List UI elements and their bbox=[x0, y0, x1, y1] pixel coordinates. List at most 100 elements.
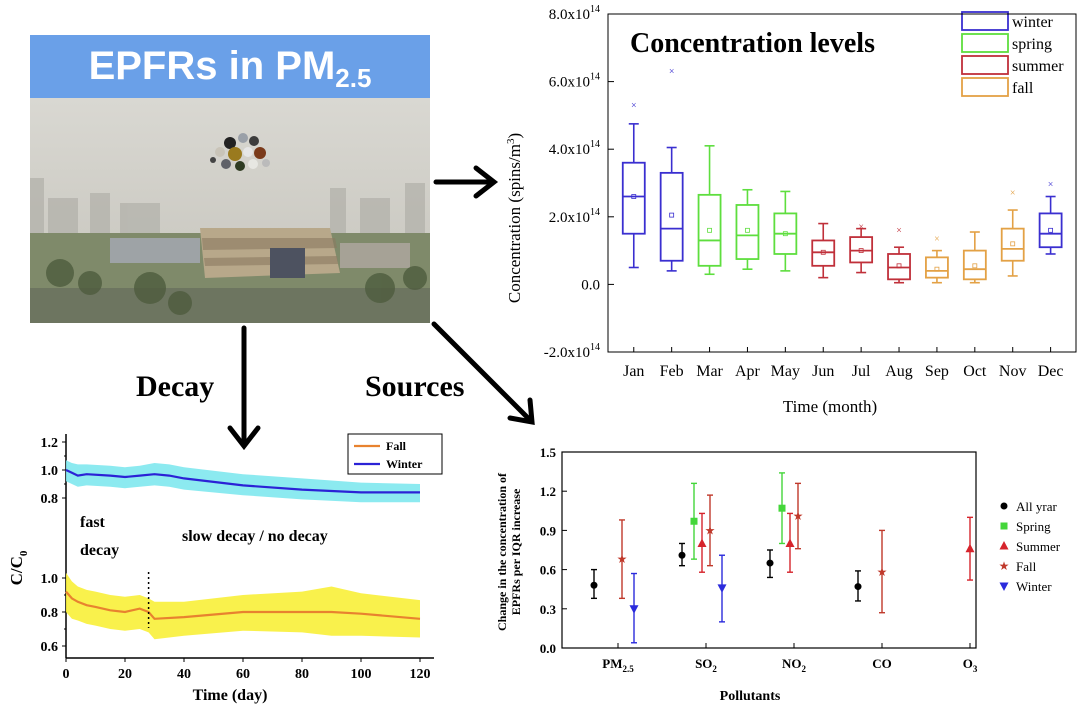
outlier-marker: × bbox=[1010, 188, 1016, 199]
decay-xtick-label: 40 bbox=[177, 667, 191, 682]
box-apr bbox=[735, 188, 760, 270]
legend-label-winter: winter bbox=[1012, 14, 1054, 31]
concentration-ytick-label: 6.0x1014 bbox=[549, 72, 600, 91]
line-fall bbox=[65, 590, 421, 620]
sources-legend-winter: Winter bbox=[999, 579, 1052, 594]
point-spring bbox=[690, 482, 698, 560]
month-label-jun: Jun bbox=[812, 363, 834, 380]
pollutant-label: SO2 bbox=[695, 656, 717, 674]
svg-text:★: ★ bbox=[705, 523, 716, 537]
sources-legend-fall: ★ Fall bbox=[999, 559, 1037, 574]
decay-legend-label-fall: Fall bbox=[386, 439, 407, 453]
decay-label: Decay bbox=[136, 370, 215, 403]
outlier-marker: × bbox=[1048, 180, 1054, 191]
month-label-dec: Dec bbox=[1038, 363, 1064, 380]
concentration-ytick-label: 2.0x1014 bbox=[549, 207, 600, 226]
outlier-marker: × bbox=[669, 66, 675, 77]
outlier-marker: × bbox=[896, 225, 902, 236]
sources-ytick-label: 1.2 bbox=[540, 484, 556, 499]
legend-swatch-winter bbox=[961, 11, 1009, 31]
fast-annotation: fast bbox=[80, 514, 106, 531]
pollutant-label: CO bbox=[872, 656, 892, 671]
month-label-may: May bbox=[771, 363, 800, 380]
point-summer bbox=[697, 512, 707, 573]
decay-xtick-label: 100 bbox=[351, 667, 372, 682]
photo-title: EPFRs in PM2.5 bbox=[30, 35, 430, 98]
legend-label-spring: spring bbox=[1012, 36, 1052, 53]
decay-ytick-top: 1.2 bbox=[41, 436, 59, 451]
box-feb: × bbox=[659, 66, 684, 272]
svg-text:★: ★ bbox=[793, 509, 804, 523]
box-jul: × bbox=[849, 222, 874, 274]
month-label-aug: Aug bbox=[885, 363, 913, 380]
legend-swatch-fall bbox=[961, 77, 1009, 97]
photo-title-sub: 2.5 bbox=[335, 63, 372, 93]
sources-legend-label: Spring bbox=[1016, 519, 1051, 534]
svg-text:★: ★ bbox=[999, 559, 1010, 573]
concentration-ytick-label: -2.0x1014 bbox=[544, 342, 600, 361]
outlier-marker: × bbox=[858, 222, 864, 233]
point-fall: ★ bbox=[793, 482, 804, 550]
decay-ylabel: C/C0 bbox=[7, 550, 30, 585]
decay-ylabel-main: C/C bbox=[7, 556, 26, 585]
concentration-xlabel: Time (month) bbox=[783, 397, 877, 416]
point-all-yrar bbox=[854, 570, 862, 602]
month-label-mar: Mar bbox=[696, 363, 723, 380]
decay-legend-label-winter: Winter bbox=[386, 457, 423, 471]
sources-legend-label: Winter bbox=[1016, 579, 1052, 594]
decay-xtick-label: 80 bbox=[295, 667, 309, 682]
sources-chart: 0.0 0.3 0.6 0.9 1.2 1.5 PM2.5 SO2 NO2 CO O3 ★ ★ ★ ★ All… bbox=[495, 445, 1061, 704]
point-fall: ★ bbox=[877, 529, 888, 614]
decay-ytick-bottom: 0.8 bbox=[41, 606, 59, 621]
sources-ytick-label: 0.6 bbox=[540, 563, 557, 578]
concentration-chart: Concentration levels -2.0x1014 0.0 2.0x101… bbox=[505, 4, 1077, 416]
concentration-ytick-label: 8.0x1014 bbox=[549, 4, 600, 23]
point-all-yrar bbox=[590, 568, 598, 600]
point-winter bbox=[717, 554, 727, 623]
decay-xlabel: Time (day) bbox=[193, 687, 268, 704]
concentration-ylabel-sup: 3 bbox=[505, 138, 517, 144]
point-summer bbox=[785, 512, 795, 573]
month-label-jan: Jan bbox=[623, 363, 644, 380]
sources-ytick-label: 0.0 bbox=[540, 641, 556, 656]
decay-chart: 1.2 1.0 0.8 1.0 0.8 0.6 0 20 40 60 80 100 120 Fall Win… bbox=[7, 433, 443, 704]
legend-swatch-summer bbox=[961, 55, 1009, 75]
svg-text:★: ★ bbox=[617, 552, 628, 566]
month-label-sep: Sep bbox=[925, 363, 949, 380]
sources-legend-summer: Summer bbox=[999, 539, 1061, 554]
legend-label-summer: summer bbox=[1012, 58, 1064, 75]
decay-ytick-bottom: 1.0 bbox=[41, 572, 59, 587]
band-fall bbox=[66, 572, 420, 640]
slow-annotation: slow decay / no decay bbox=[182, 528, 328, 545]
point-summer bbox=[965, 516, 975, 581]
box-nov: × bbox=[1000, 188, 1025, 277]
sources-ylabel-1: Change in the concentration of bbox=[495, 472, 509, 631]
decay-xtick-label: 120 bbox=[410, 667, 431, 682]
sources-legend-label: Summer bbox=[1016, 539, 1061, 554]
decay-ylabel-sub: 0 bbox=[18, 550, 30, 556]
legend-swatch-spring bbox=[961, 33, 1009, 53]
decay-ytick-bottom: 0.6 bbox=[41, 640, 59, 655]
box-dec: × bbox=[1038, 180, 1063, 255]
sources-label: Sources bbox=[365, 370, 465, 403]
decay-annotation: decay bbox=[80, 542, 119, 559]
month-label-apr: Apr bbox=[735, 363, 761, 380]
sources-legend-spring: Spring bbox=[1000, 519, 1051, 534]
box-jun bbox=[811, 222, 836, 279]
box-oct bbox=[962, 231, 987, 284]
point-fall: ★ bbox=[705, 494, 716, 567]
decay-ytick-top: 0.8 bbox=[41, 492, 59, 507]
sources-ytick-label: 0.3 bbox=[540, 602, 557, 617]
concentration-frame bbox=[607, 13, 1077, 353]
point-winter bbox=[629, 572, 639, 644]
svg-text:★: ★ bbox=[877, 565, 888, 579]
month-label-nov: Nov bbox=[999, 363, 1027, 380]
photo-title-main: EPFRs in PM bbox=[88, 44, 336, 88]
outlier-marker: × bbox=[631, 100, 637, 111]
box-jan: × bbox=[621, 100, 646, 269]
sources-ytick-label: 1.5 bbox=[540, 445, 557, 460]
point-all-yrar bbox=[766, 549, 774, 579]
sources-xlabel: Pollutants bbox=[720, 689, 781, 704]
decay-xtick-label: 0 bbox=[63, 667, 70, 682]
outlier-marker: × bbox=[934, 234, 940, 245]
